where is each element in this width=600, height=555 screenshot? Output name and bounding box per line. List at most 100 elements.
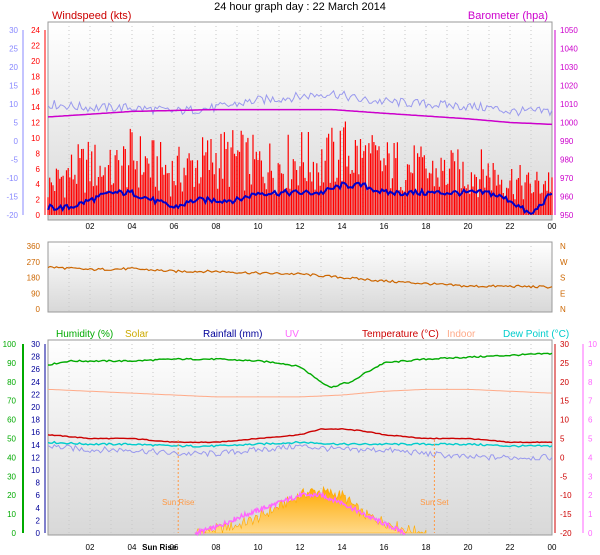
temperature-tick-label: 15 [560,397,569,406]
x-tick-label: 08 [212,222,221,231]
climate-panel-annotations: Sun Rise Sun Set Sun Rise [142,440,449,552]
barometer-tick-label: 1000 [560,119,578,128]
sun-rise-axis-label: Sun Rise [142,543,177,552]
legend-entry: Humidity (%) [56,329,113,340]
barometer-tick-label: 960 [560,193,574,202]
humidity-tick-label: 30 [7,472,16,481]
rainfall-tick-label: 0 [36,529,41,538]
far-left-tick-label: -20 [6,211,18,220]
temperature-tick-label: -20 [560,529,572,538]
barometer-series-line [47,108,553,126]
graph-title: 24 hour graph day : 22 March 2014 [214,1,386,13]
far-left-tick-label: 20 [9,63,18,72]
windspeed-axis-title: Windspeed (kts) [52,10,131,22]
uv-tick-label: 5 [588,435,593,444]
barometer-tick-label: 980 [560,156,574,165]
climate-panel-axes: 0102030405060708090100024681012141618202… [3,340,598,538]
legend-entry: Rainfall (mm) [203,329,262,340]
direction-tick-label: 180 [27,274,41,283]
solar-series-area [195,485,427,534]
humidity-series-line [47,352,553,389]
temperature-tick-label: -5 [560,472,568,481]
uv-tick-label: 10 [588,340,597,349]
direction-tick-label: 270 [27,258,41,267]
barometer-tick-label: 1010 [560,100,578,109]
x-tick-label: 12 [296,543,305,552]
climate-panel-grid [68,340,532,535]
far-left-tick-label: -15 [6,193,18,202]
humidity-tick-label: 20 [7,491,16,500]
barometer-tick-label: 1030 [560,63,578,72]
legend-entry: Indoor [447,329,476,340]
x-tick-label: 02 [86,222,95,231]
uv-tick-label: 0 [588,529,593,538]
x-tick-label: 18 [422,543,431,552]
x-tick-label: 04 [128,222,137,231]
windspeed-tick-label: 20 [31,57,40,66]
compass-tick-label: N [560,242,566,251]
far-left-tick-label: 5 [14,119,19,128]
uv-tick-label: 8 [588,378,593,387]
climate-panel-series [47,352,553,537]
far-left-tick-label: 15 [9,82,18,91]
temperature-tick-label: 30 [560,340,569,349]
rainfall-tick-label: 6 [36,491,41,500]
x-tick-label: 04 [128,543,137,552]
sun-annotation-label: Sun Rise [162,498,195,507]
uv-tick-label: 9 [588,359,593,368]
rainfall-tick-label: 24 [31,378,40,387]
x-tick-label: 14 [338,543,347,552]
windspeed-tick-label: 18 [31,72,40,81]
x-tick-label: 10 [254,222,263,231]
x-tick-label: 14 [338,222,347,231]
rainfall-tick-label: 16 [31,428,40,437]
wind-direction-series-line [47,265,553,289]
rainfall-tick-label: 10 [31,466,40,475]
uv-tick-label: 3 [588,472,593,481]
far-left-series-line [47,89,553,117]
x-tick-label: 22 [506,543,515,552]
direction-panel-series [47,265,553,289]
x-tick-label: 12 [296,222,305,231]
barometer-tick-label: 990 [560,137,574,146]
humidity-tick-label: 60 [7,416,16,425]
temperature-tick-label: 25 [560,359,569,368]
x-tick-label: 20 [464,543,473,552]
far-left-tick-label: 25 [9,45,18,54]
uv-tick-label: 6 [588,416,593,425]
x-tick-label: 16 [380,543,389,552]
barometer-tick-label: 1050 [560,26,578,35]
uv-tick-label: 4 [588,453,593,462]
rainfall-tick-label: 4 [36,504,41,513]
compass-tick-label: E [560,289,565,298]
temperature-tick-label: 20 [560,378,569,387]
temperature-tick-label: -10 [560,491,572,500]
x-tick-label: 00 [548,543,557,552]
legend-entry: Dew Point (°C) [503,329,569,340]
temperature-tick-label: 0 [560,453,565,462]
humidity-tick-label: 70 [7,397,16,406]
windspeed-tick-label: 8 [36,149,41,158]
barometer-tick-label: 970 [560,174,574,183]
x-tick-label: 02 [86,543,95,552]
rainfall-tick-label: 2 [36,516,41,525]
barometer-tick-label: 1040 [560,45,578,54]
x-tick-label: 16 [380,222,389,231]
windspeed-tick-label: 0 [36,211,41,220]
legend-entry: Temperature (°C) [362,329,439,340]
temperature-tick-label: 10 [560,416,569,425]
direction-tick-label: 90 [31,289,40,298]
x-tick-label: 18 [422,222,431,231]
rainfall-tick-label: 22 [31,390,40,399]
rainfall-tick-label: 14 [31,441,40,450]
x-tick-label: 06 [170,222,179,231]
direction-tick-label: 0 [36,305,41,314]
rainfall-tick-label: 20 [31,403,40,412]
wind-panel-axes: 024681012141618202224-20-15-10-505101520… [6,26,578,220]
humidity-tick-label: 40 [7,453,16,462]
humidity-tick-label: 90 [7,359,16,368]
far-left-tick-label: 0 [14,137,19,146]
indoor-series-line [47,388,553,398]
uv-tick-label: 2 [588,491,593,500]
